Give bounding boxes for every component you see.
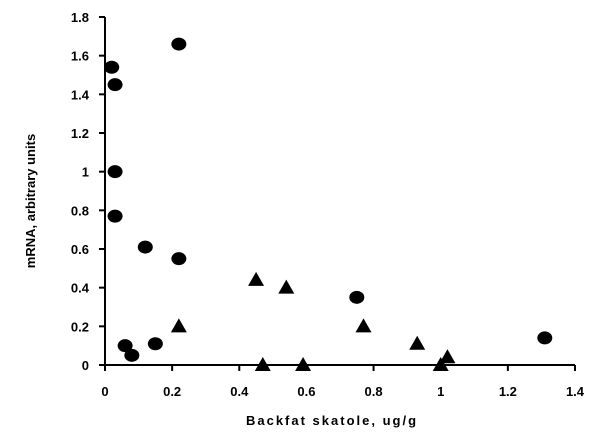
circle-point — [171, 37, 187, 51]
x-tick-label: 0.4 — [230, 384, 249, 399]
circle-point — [104, 60, 120, 74]
y-tick-label: 1.2 — [71, 126, 89, 141]
x-tick-label: 1.4 — [566, 384, 585, 399]
circle-point — [107, 209, 123, 223]
circle-point — [137, 240, 153, 254]
x-axis-title: Backfat skatole, ug/g — [246, 413, 418, 428]
circle-point — [537, 331, 553, 345]
tick-labels: 0 0.2 0.4 0.6 0.8 1 1.2 1.4 0 0.2 0.4 0.6 0.8 1 1.2 1.4… — [71, 10, 585, 399]
triangle-point — [409, 335, 426, 350]
x-tick-label: 0.2 — [163, 384, 181, 399]
triangle-point — [432, 357, 449, 371]
circle-point — [124, 348, 140, 362]
triangle-point — [254, 357, 271, 371]
y-axis-title: mRNA, arbitrary units — [23, 134, 38, 268]
x-tick-label: 0.6 — [297, 384, 315, 399]
circle-point — [117, 339, 133, 353]
circle-point — [147, 337, 163, 351]
y-tick-label: 0 — [82, 358, 89, 373]
triangle-point — [170, 318, 187, 333]
x-tick-label: 0 — [101, 384, 108, 399]
y-tick-label: 0.4 — [71, 281, 90, 296]
triangle-point — [439, 349, 456, 364]
triangle-point — [355, 318, 372, 333]
x-tick-label: 1 — [437, 384, 444, 399]
y-tick-label: 0.8 — [71, 203, 89, 218]
triangle-point — [295, 357, 312, 371]
y-tick-label: 1 — [82, 165, 89, 180]
circle-point — [171, 252, 187, 266]
y-tick-label: 0.6 — [71, 242, 89, 257]
x-tick-label: 1.2 — [499, 384, 517, 399]
triangle-point — [278, 279, 295, 294]
circle-point — [107, 78, 123, 92]
circle-point — [107, 165, 123, 179]
x-tick-label: 0.8 — [365, 384, 383, 399]
y-tick-label: 1.4 — [71, 87, 90, 102]
tick-marks — [99, 16, 576, 371]
triangle-point — [248, 271, 265, 286]
data-points — [104, 37, 553, 371]
y-tick-label: 0.2 — [71, 319, 89, 334]
y-tick-label: 1.8 — [71, 10, 89, 25]
axes — [104, 17, 575, 366]
circle-point — [349, 290, 365, 304]
y-tick-label: 1.6 — [71, 49, 89, 64]
